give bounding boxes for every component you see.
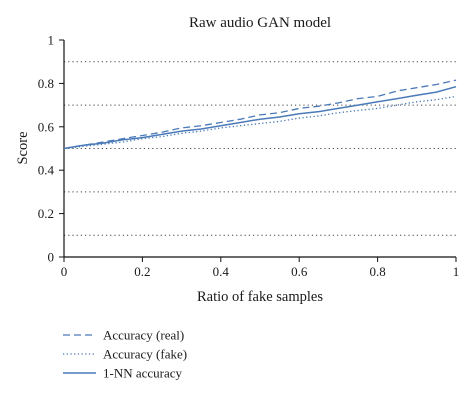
legend-label: 1-NN accuracy bbox=[103, 366, 183, 381]
x-tick-label: 0.2 bbox=[134, 264, 150, 279]
chart-title: Raw audio GAN model bbox=[189, 15, 331, 31]
legend: Accuracy (real) Accuracy (fake) 1-NN accur… bbox=[63, 328, 187, 381]
y-tick-label: 0.6 bbox=[38, 119, 55, 134]
x-tick-label: 0.4 bbox=[213, 264, 230, 279]
x-tick-label: 0 bbox=[61, 264, 68, 279]
y-tick-label: 0 bbox=[48, 250, 55, 265]
series-line bbox=[63, 95, 457, 150]
y-tick-label: 1 bbox=[48, 33, 55, 48]
y-tick-label: 0.8 bbox=[38, 76, 54, 91]
series-line bbox=[63, 79, 457, 150]
y-tick-label: 0.2 bbox=[38, 206, 54, 221]
x-tick-label: 1 bbox=[453, 264, 460, 279]
legend-label: Accuracy (real) bbox=[103, 328, 184, 343]
x-tick-label: 0.6 bbox=[291, 264, 308, 279]
series-line bbox=[63, 85, 457, 150]
x-tick-label: 0.8 bbox=[369, 264, 385, 279]
legend-label: Accuracy (fake) bbox=[103, 347, 187, 362]
x-axis-label: Ratio of fake samples bbox=[197, 289, 323, 305]
y-tick-label: 0.4 bbox=[38, 163, 55, 178]
plot-area: 0 0.2 0.4 0.6 0.8 1 0 0.2 0.4 0.6 0.8 1 bbox=[38, 33, 460, 280]
y-axis-label: Score bbox=[15, 131, 31, 164]
